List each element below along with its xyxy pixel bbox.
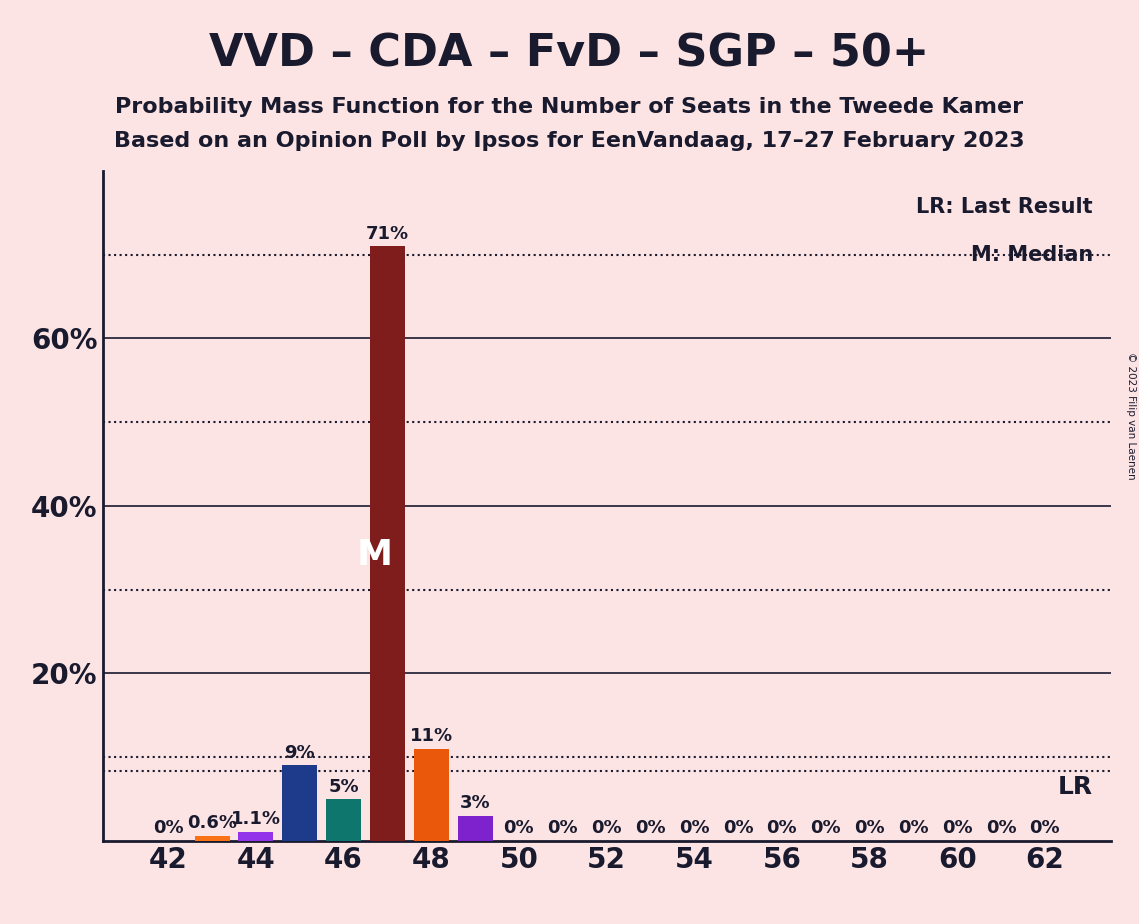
Text: © 2023 Filip van Laenen: © 2023 Filip van Laenen bbox=[1126, 352, 1136, 480]
Text: 0%: 0% bbox=[636, 820, 665, 837]
Text: 11%: 11% bbox=[410, 727, 453, 746]
Text: 0%: 0% bbox=[942, 820, 973, 837]
Bar bbox=[370, 247, 404, 841]
Text: 0.6%: 0.6% bbox=[187, 814, 237, 833]
Text: 9%: 9% bbox=[285, 744, 316, 762]
Bar bbox=[238, 832, 273, 841]
Bar bbox=[282, 765, 318, 841]
Text: M: M bbox=[357, 539, 392, 573]
Text: 0%: 0% bbox=[1030, 820, 1060, 837]
Text: 0%: 0% bbox=[854, 820, 885, 837]
Text: 0%: 0% bbox=[548, 820, 577, 837]
Text: LR: Last Result: LR: Last Result bbox=[917, 197, 1093, 217]
Text: VVD – CDA – FvD – SGP – 50+: VVD – CDA – FvD – SGP – 50+ bbox=[210, 32, 929, 76]
Text: 0%: 0% bbox=[767, 820, 797, 837]
Bar bbox=[195, 836, 230, 841]
Text: 0%: 0% bbox=[898, 820, 928, 837]
Text: 1.1%: 1.1% bbox=[231, 810, 281, 828]
Text: Based on an Opinion Poll by Ipsos for EenVandaag, 17–27 February 2023: Based on an Opinion Poll by Ipsos for Ee… bbox=[114, 131, 1025, 152]
Text: 0%: 0% bbox=[985, 820, 1016, 837]
Bar bbox=[326, 799, 361, 841]
Text: 0%: 0% bbox=[810, 820, 841, 837]
Text: LR: LR bbox=[1058, 774, 1093, 798]
Text: 0%: 0% bbox=[679, 820, 710, 837]
Text: 0%: 0% bbox=[503, 820, 534, 837]
Text: 0%: 0% bbox=[153, 820, 183, 837]
Text: 0%: 0% bbox=[591, 820, 622, 837]
Text: Probability Mass Function for the Number of Seats in the Tweede Kamer: Probability Mass Function for the Number… bbox=[115, 97, 1024, 117]
Bar bbox=[413, 748, 449, 841]
Text: 71%: 71% bbox=[366, 225, 409, 243]
Text: 5%: 5% bbox=[328, 778, 359, 796]
Text: 3%: 3% bbox=[460, 795, 491, 812]
Bar bbox=[458, 816, 492, 841]
Text: 0%: 0% bbox=[722, 820, 753, 837]
Text: M: Median: M: Median bbox=[970, 245, 1093, 264]
